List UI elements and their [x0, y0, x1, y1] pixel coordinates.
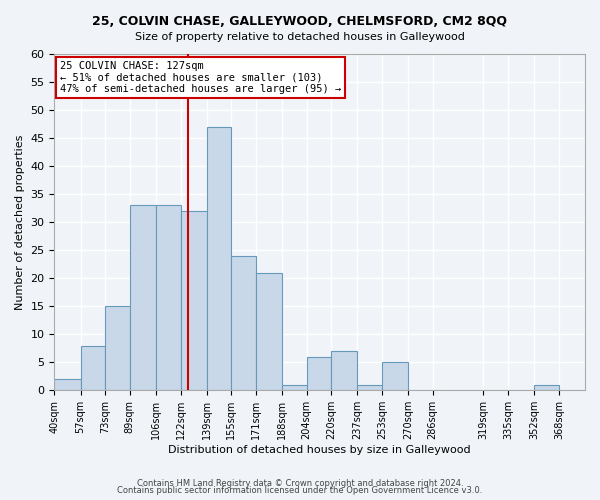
Bar	[105, 306, 130, 390]
Bar	[331, 351, 358, 391]
Bar	[80, 346, 105, 391]
Bar	[534, 384, 559, 390]
Bar	[382, 362, 408, 390]
Text: 25 COLVIN CHASE: 127sqm
← 51% of detached houses are smaller (103)
47% of semi-d: 25 COLVIN CHASE: 127sqm ← 51% of detache…	[60, 60, 341, 94]
Bar	[130, 206, 156, 390]
Bar	[231, 256, 256, 390]
Bar	[358, 384, 382, 390]
Bar	[156, 206, 181, 390]
Text: 25, COLVIN CHASE, GALLEYWOOD, CHELMSFORD, CM2 8QQ: 25, COLVIN CHASE, GALLEYWOOD, CHELMSFORD…	[92, 15, 508, 28]
X-axis label: Distribution of detached houses by size in Galleywood: Distribution of detached houses by size …	[169, 445, 471, 455]
Text: Size of property relative to detached houses in Galleywood: Size of property relative to detached ho…	[135, 32, 465, 42]
Bar	[256, 272, 282, 390]
Bar	[282, 384, 307, 390]
Bar	[206, 127, 231, 390]
Text: Contains HM Land Registry data © Crown copyright and database right 2024.: Contains HM Land Registry data © Crown c…	[137, 478, 463, 488]
Bar	[55, 379, 80, 390]
Y-axis label: Number of detached properties: Number of detached properties	[15, 134, 25, 310]
Text: Contains public sector information licensed under the Open Government Licence v3: Contains public sector information licen…	[118, 486, 482, 495]
Bar	[181, 211, 206, 390]
Bar	[307, 356, 331, 390]
